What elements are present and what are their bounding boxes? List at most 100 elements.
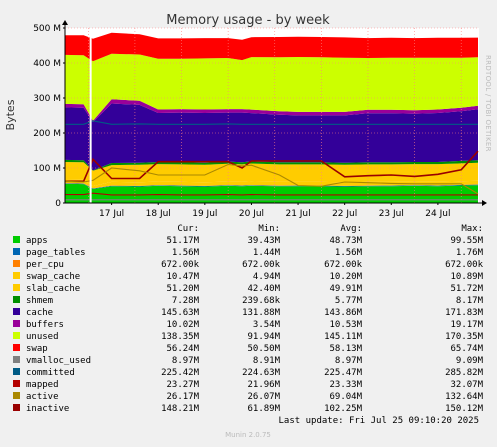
x-tick-label: 21 Jul — [285, 209, 310, 219]
legend-cur-value: 1.56M — [172, 248, 200, 258]
y-tick-label: 300 M — [33, 94, 61, 104]
rrdtool-credit: RRDTOOL / TOBI OETIKER — [484, 55, 492, 152]
y-axis-label: Bytes — [4, 99, 17, 130]
line-series — [64, 32, 479, 203]
legend-min-value: 131.88M — [242, 308, 281, 318]
legend-cur-value: 10.47M — [166, 272, 199, 282]
legend-row-committed: committed 225.42M 224.63M 225.47M 285.82M — [13, 368, 484, 378]
legend-swatch — [13, 332, 20, 339]
legend-cur-value: 672.00k — [161, 260, 200, 270]
legend-cur-value: 8.97M — [172, 356, 200, 366]
legend-name: per_cpu — [26, 260, 64, 270]
legend-avg-value: 102.25M — [324, 404, 363, 414]
x-tick-label: 19 Jul — [192, 209, 217, 219]
legend-avg-value: 225.47M — [324, 368, 363, 378]
axes: 0 100 M 200 M 300 M 400 M 500 M 17 Jul 18 Jul 19… — [33, 20, 487, 219]
legend-row-swap: swap 56.24M 50.50M 58.13M 65.74M — [13, 344, 484, 354]
y-tick-label: 100 M — [33, 164, 61, 174]
legend-max-value: 9.09M — [456, 356, 484, 366]
legend-column-header: Avg: — [340, 224, 362, 234]
legend-row-cache: cache 145.63M 131.88M 143.86M 171.83M — [13, 308, 484, 318]
legend-cur-value: 51.20M — [166, 284, 199, 294]
legend-cur-value: 10.02M — [166, 320, 199, 330]
legend-swatch — [13, 356, 20, 363]
legend-swatch — [13, 392, 20, 399]
legend-min-value: 672.00k — [242, 260, 281, 270]
legend-row-shmem: shmem 7.28M 239.68k 5.77M 8.17M — [13, 296, 484, 306]
legend-max-value: 8.17M — [456, 296, 484, 306]
area-swap-cache — [65, 179, 478, 189]
legend-name: cache — [26, 308, 53, 318]
line-active — [64, 163, 479, 195]
legend-cur-value: 56.24M — [166, 344, 199, 354]
legend-row-apps: apps 51.17M 39.43M 48.73M 99.55M — [13, 236, 484, 246]
legend-row-buffers: buffers 10.02M 3.54M 10.53M 19.17M — [13, 320, 484, 330]
legend: Cur: Min: Avg: Max: apps 51.17M 39.43M 48.73M 99… — [13, 224, 484, 414]
y-tick-label: 500 M — [33, 24, 61, 34]
stacked-areas — [65, 32, 478, 203]
line-committed — [65, 120, 478, 125]
y-tick-label: 400 M — [33, 59, 61, 69]
legend-row-swap-cache: swap_cache 10.47M 4.94M 10.20M 10.89M — [13, 272, 484, 282]
legend-min-value: 224.63M — [242, 368, 281, 378]
legend-min-value: 3.54M — [253, 320, 281, 330]
legend-row-unused: unused 138.35M 91.94M 145.11M 170.35M — [13, 332, 484, 342]
line-inactive — [65, 150, 479, 183]
area-shmem — [65, 159, 478, 171]
x-tick-label: 24 Jul — [425, 209, 450, 219]
area-cache — [65, 103, 478, 171]
legend-avg-value: 48.73M — [329, 236, 362, 246]
area-unused — [65, 53, 478, 121]
area-buffers — [65, 99, 478, 123]
legend-swatch — [13, 260, 20, 267]
legend-row-page-tables: page_tables 1.56M 1.44M 1.56M 1.76M — [13, 248, 484, 258]
legend-max-value: 132.64M — [445, 392, 484, 402]
legend-min-value: 26.07M — [247, 392, 280, 402]
legend-min-value: 4.94M — [253, 272, 281, 282]
legend-max-value: 672.00k — [445, 260, 484, 270]
legend-avg-value: 143.86M — [324, 308, 363, 318]
y-axis-arrow — [62, 20, 68, 25]
legend-cur-value: 138.35M — [161, 332, 200, 342]
legend-cur-value: 225.42M — [161, 368, 200, 378]
area-swap — [65, 32, 478, 62]
legend-name: shmem — [26, 296, 53, 306]
legend-min-value: 239.68k — [242, 296, 281, 306]
legend-swatch — [13, 368, 20, 375]
legend-name: page_tables — [26, 248, 86, 258]
legend-avg-value: 1.56M — [335, 248, 363, 258]
legend-max-value: 10.89M — [450, 272, 483, 282]
legend-min-value: 8.91M — [253, 356, 281, 366]
legend-row-active: active 26.17M 26.07M 69.04M 132.64M — [13, 392, 484, 402]
legend-swatch — [13, 308, 20, 315]
legend-name: swap_cache — [26, 272, 80, 282]
legend-avg-value: 672.00k — [324, 260, 363, 270]
legend-name: vmalloc_used — [26, 356, 91, 366]
legend-max-value: 170.35M — [445, 332, 484, 342]
legend-swatch — [13, 380, 20, 387]
y-tick-label: 0 — [55, 199, 61, 209]
legend-name: slab_cache — [26, 284, 80, 294]
legend-row-inactive: inactive 148.21M 61.89M 102.25M 150.12M — [13, 404, 484, 414]
legend-cur-value: 51.17M — [166, 236, 199, 246]
legend-column-header: Max: — [461, 224, 483, 234]
legend-column-header: Cur: — [177, 224, 199, 234]
legend-row-mapped: mapped 23.27M 21.96M 23.33M 32.07M — [13, 380, 484, 390]
legend-row-vmalloc-used: vmalloc_used 8.97M 8.91M 8.97M 9.09M — [13, 356, 484, 366]
legend-max-value: 1.76M — [456, 248, 484, 258]
x-tick-label: 23 Jul — [379, 209, 404, 219]
area-apps — [65, 183, 478, 203]
legend-avg-value: 8.97M — [335, 356, 363, 366]
legend-avg-value: 10.20M — [329, 272, 362, 282]
legend-cur-value: 23.27M — [166, 380, 199, 390]
legend-max-value: 150.12M — [445, 404, 484, 414]
munin-version: Munin 2.0.75 — [225, 431, 271, 439]
legend-name: unused — [26, 332, 59, 342]
legend-name: mapped — [26, 380, 59, 390]
legend-min-value: 91.94M — [247, 332, 280, 342]
x-tick-label: 17 Jul — [99, 209, 124, 219]
legend-swatch — [13, 320, 20, 327]
legend-swatch — [13, 272, 20, 279]
legend-min-value: 61.89M — [247, 404, 280, 414]
legend-name: apps — [26, 236, 48, 246]
